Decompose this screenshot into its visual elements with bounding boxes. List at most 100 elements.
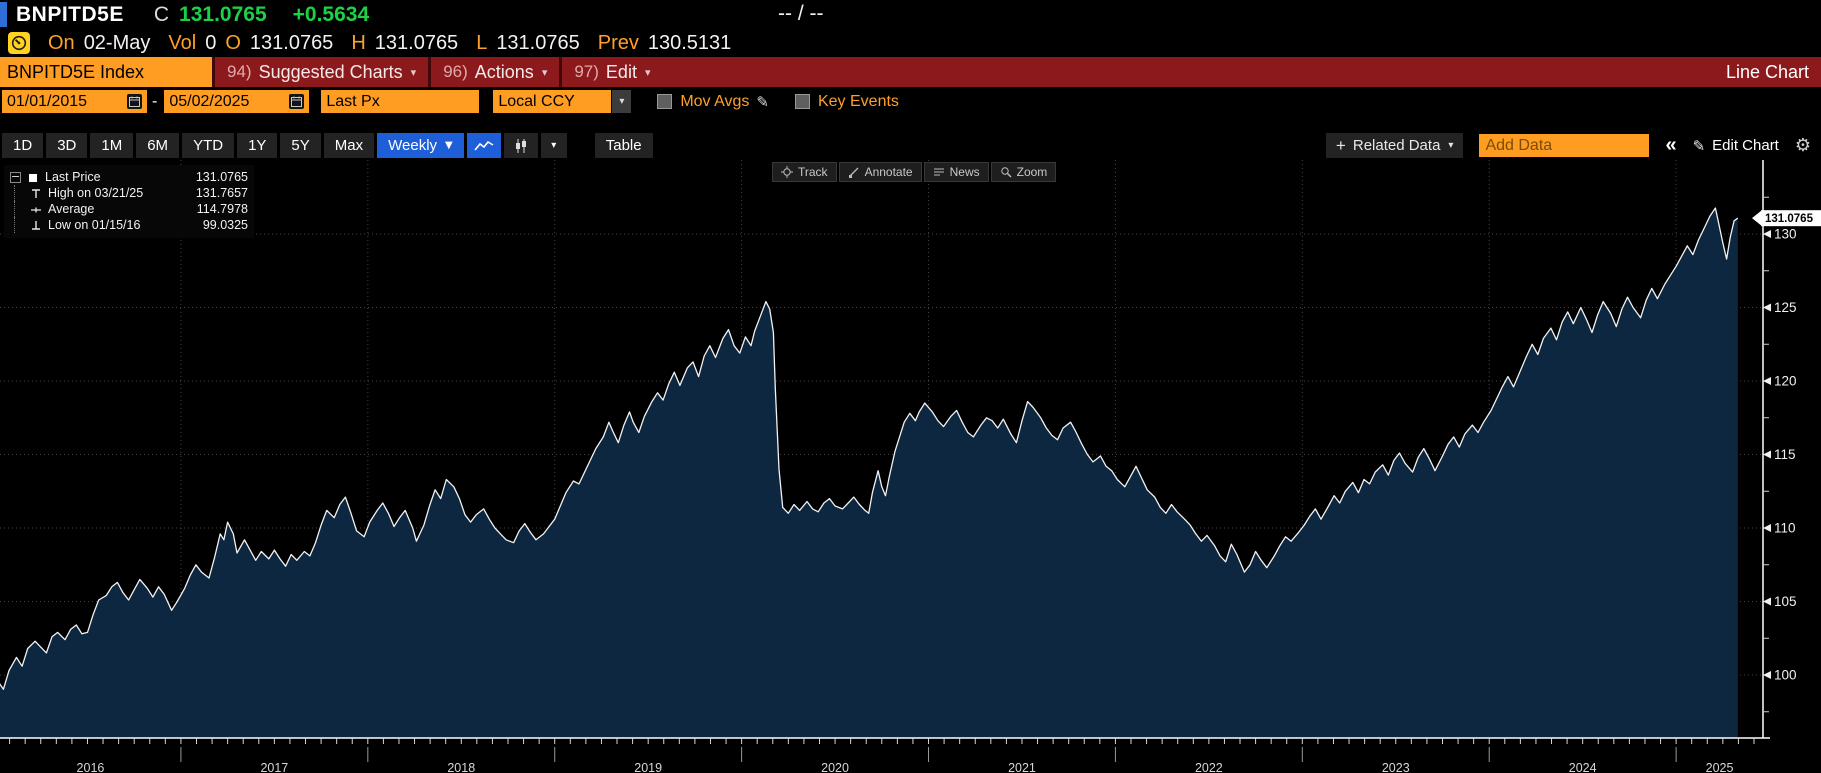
menu-actions[interactable]: 96) Actions ▾ xyxy=(428,57,559,87)
price-chart: 2016 2017 2018 2019 2020 2021 2022 2023 2024 2025… xyxy=(0,160,1821,773)
legend-tree-line xyxy=(14,217,28,233)
close-label: C xyxy=(153,2,170,26)
frequency-select[interactable]: Weekly ▼ xyxy=(377,133,464,158)
price-change: +0.5634 xyxy=(292,2,370,26)
zoom-button[interactable]: Zoom xyxy=(990,162,1057,182)
period-max[interactable]: Max xyxy=(323,133,375,158)
svg-text:2018: 2018 xyxy=(447,761,475,773)
track-button[interactable]: Track xyxy=(772,162,837,182)
average-marker-icon xyxy=(28,203,44,216)
key-events-checkbox[interactable] xyxy=(794,94,810,109)
svg-text:130: 130 xyxy=(1774,227,1797,242)
plus-icon: + xyxy=(1335,135,1346,155)
start-date-input[interactable]: 01/01/2015 xyxy=(2,90,147,113)
calendar-icon[interactable] xyxy=(289,94,305,109)
currency-select[interactable]: Local CCY xyxy=(493,90,612,113)
svg-text:125: 125 xyxy=(1774,300,1797,315)
session-date: 02-May xyxy=(83,31,151,54)
legend-row-high: High on 03/21/25 131.7657 xyxy=(10,185,248,201)
magnifier-icon xyxy=(1000,167,1012,178)
news-lines-icon xyxy=(933,168,944,176)
edit-chart-button[interactable]: ✎ Edit Chart xyxy=(1692,136,1779,155)
ticker-symbol: BNPITD5E xyxy=(16,2,124,26)
menu-edit[interactable]: 97) Edit ▾ xyxy=(559,57,662,87)
candlestick-icon xyxy=(515,138,526,153)
annotate-pencil-icon xyxy=(848,167,859,178)
on-label: On xyxy=(48,31,75,54)
legend-tree-line xyxy=(14,185,28,201)
period-5y[interactable]: 5Y xyxy=(280,133,321,158)
last-price: 131.0765 xyxy=(179,2,267,26)
legend-expander-icon[interactable] xyxy=(10,171,21,183)
chart-type-label: Line Chart xyxy=(1725,61,1809,82)
period-6m[interactable]: 6M xyxy=(136,133,180,158)
news-button[interactable]: News xyxy=(923,162,989,182)
function-menubar: BNPITD5E Index 94) Suggested Charts ▾ 96… xyxy=(0,57,1821,87)
legend-row-low: Low on 01/15/16 99.0325 xyxy=(10,217,248,233)
svg-text:2019: 2019 xyxy=(634,761,662,773)
svg-text:2023: 2023 xyxy=(1382,761,1410,773)
caret-down-icon: ▾ xyxy=(1448,140,1454,151)
legend-row-last-price: Last Price 131.0765 xyxy=(10,169,248,185)
related-data-button[interactable]: + Related Data ▾ xyxy=(1325,133,1464,158)
y-axis: 130 125 120 115 110 105 100 xyxy=(1762,160,1797,738)
chart-tools-toolbar: Track Annotate News Zoom xyxy=(770,162,1057,182)
high-marker-icon xyxy=(28,187,44,200)
price-area xyxy=(0,208,1738,738)
calendar-icon[interactable] xyxy=(127,94,142,109)
period-1y[interactable]: 1Y xyxy=(237,133,278,158)
price-field-input[interactable]: Last Px xyxy=(321,90,480,113)
period-ytd[interactable]: YTD xyxy=(182,133,235,158)
svg-text:2017: 2017 xyxy=(260,761,288,773)
annotate-button[interactable]: Annotate xyxy=(838,162,922,182)
low-value: 131.0765 xyxy=(496,31,580,54)
gauge-icon xyxy=(8,32,30,54)
panel-accent-bar xyxy=(0,2,7,27)
svg-text:120: 120 xyxy=(1774,374,1797,389)
date-range-separator: - xyxy=(152,92,158,110)
settings-gear-icon[interactable]: ⚙ xyxy=(1794,135,1811,156)
chart-type-dropdown-button[interactable]: ▾ xyxy=(540,133,567,158)
svg-text:2022: 2022 xyxy=(1195,761,1223,773)
caret-down-icon: ▾ xyxy=(410,65,417,79)
pencil-icon: ✎ xyxy=(1692,136,1706,155)
svg-text:2024: 2024 xyxy=(1569,761,1597,773)
table-button[interactable]: Table xyxy=(594,133,653,158)
period-3d[interactable]: 3D xyxy=(46,133,88,158)
svg-text:2020: 2020 xyxy=(821,761,849,773)
bid-ask: -- / -- xyxy=(778,2,824,25)
collapse-chevrons-icon[interactable]: « xyxy=(1665,134,1677,156)
crosshair-icon xyxy=(781,166,793,178)
vol-label: Vol xyxy=(168,31,197,54)
mov-avgs-checkbox[interactable] xyxy=(657,94,673,109)
quote-header-row: BNPITD5E C 131.0765 +0.5634 -- / -- xyxy=(0,0,1821,29)
legend-row-average: Average 114.7978 xyxy=(10,201,248,217)
session-stats-row: On 02-May Vol 0 O 131.0765 H 131.0765 L … xyxy=(0,29,1821,57)
svg-text:2025: 2025 xyxy=(1706,761,1734,773)
line-chart-type-button[interactable] xyxy=(466,133,501,158)
svg-text:115: 115 xyxy=(1774,447,1796,462)
low-marker-icon xyxy=(28,219,44,232)
chart-legend[interactable]: Last Price 131.0765 High on 03/21/25 131… xyxy=(4,165,254,238)
x-axis: 2016 2017 2018 2019 2020 2021 2022 2023 2024 2025 xyxy=(0,737,1770,773)
menu-suggested-charts[interactable]: 94) Suggested Charts ▾ xyxy=(212,57,428,87)
mov-avgs-pencil-icon[interactable]: ✎ xyxy=(756,92,769,111)
candle-chart-type-button[interactable] xyxy=(503,133,538,158)
price-badge: 131.0765 xyxy=(1752,210,1821,227)
currency-dropdown-button[interactable]: ▾ xyxy=(612,90,632,113)
mov-avgs-label: Mov Avgs xyxy=(680,92,750,110)
svg-text:131.0765: 131.0765 xyxy=(1765,213,1814,225)
low-label: L xyxy=(476,31,488,54)
caret-down-icon: ▾ xyxy=(644,65,651,79)
security-box[interactable]: BNPITD5E Index xyxy=(0,57,212,87)
caret-down-icon: ▾ xyxy=(551,140,557,151)
caret-down-icon: ▼ xyxy=(445,140,453,151)
period-1m[interactable]: 1M xyxy=(90,133,134,158)
chart-toolbar-row: 1D 3D 1M 6M YTD 1Y 5Y Max Weekly ▼ ▾ Tab… xyxy=(0,133,1821,158)
chart-area[interactable]: 2016 2017 2018 2019 2020 2021 2022 2023 2024 2025… xyxy=(0,160,1821,773)
svg-text:105: 105 xyxy=(1774,594,1797,609)
high-value: 131.0765 xyxy=(374,31,459,54)
end-date-input[interactable]: 05/02/2025 xyxy=(164,90,310,113)
period-1d[interactable]: 1D xyxy=(2,133,44,158)
add-data-input[interactable] xyxy=(1479,134,1650,157)
